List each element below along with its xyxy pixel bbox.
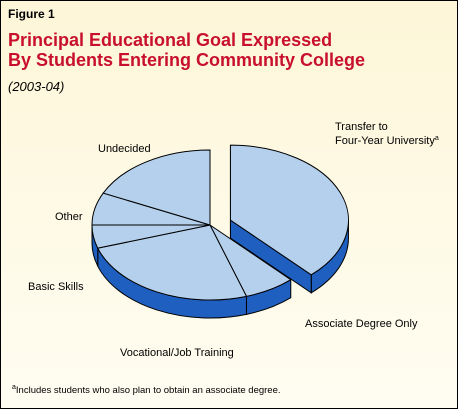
slice-label-line: Four-Year University (335, 135, 435, 147)
slice-label: Other (55, 211, 83, 223)
slice-label-line: Vocational/Job Training (120, 347, 234, 359)
pie-chart (91, 144, 349, 319)
pie-slice (102, 149, 211, 226)
slice-label-superscript: a (435, 135, 439, 142)
chart-title-line1: Principal Educational Goal Expressed (8, 30, 332, 50)
pie-slice (97, 224, 248, 301)
figure-label: Figure 1 (8, 7, 55, 21)
footnote-text: Includes students who also plan to obtai… (16, 385, 281, 396)
slice-label: Vocational/Job Training (120, 347, 234, 359)
slice-label-line: Basic Skills (28, 281, 84, 293)
slice-label: Associate Degree Only (305, 318, 418, 330)
slice-label-line: Undecided (98, 143, 151, 155)
pie-slice (229, 144, 349, 276)
slice-label: Transfer to Four-Year Universitya (335, 121, 439, 147)
slice-label-line: Transfer to (335, 121, 388, 133)
chart-subtitle: (2003-04) (8, 79, 64, 94)
footnote-marker: a (12, 384, 16, 391)
slice-label-line: Associate Degree Only (305, 318, 418, 330)
chart-title-line2: By Students Entering Community College (8, 50, 365, 70)
footnote: aIncludes students who also plan to obta… (12, 384, 281, 396)
slice-label: Basic Skills (28, 281, 84, 293)
slice-label: Undecided (98, 143, 151, 155)
slice-labels: Transfer to Four-Year Universitya Associat… (28, 121, 439, 359)
slice-label-line: Other (55, 211, 83, 223)
